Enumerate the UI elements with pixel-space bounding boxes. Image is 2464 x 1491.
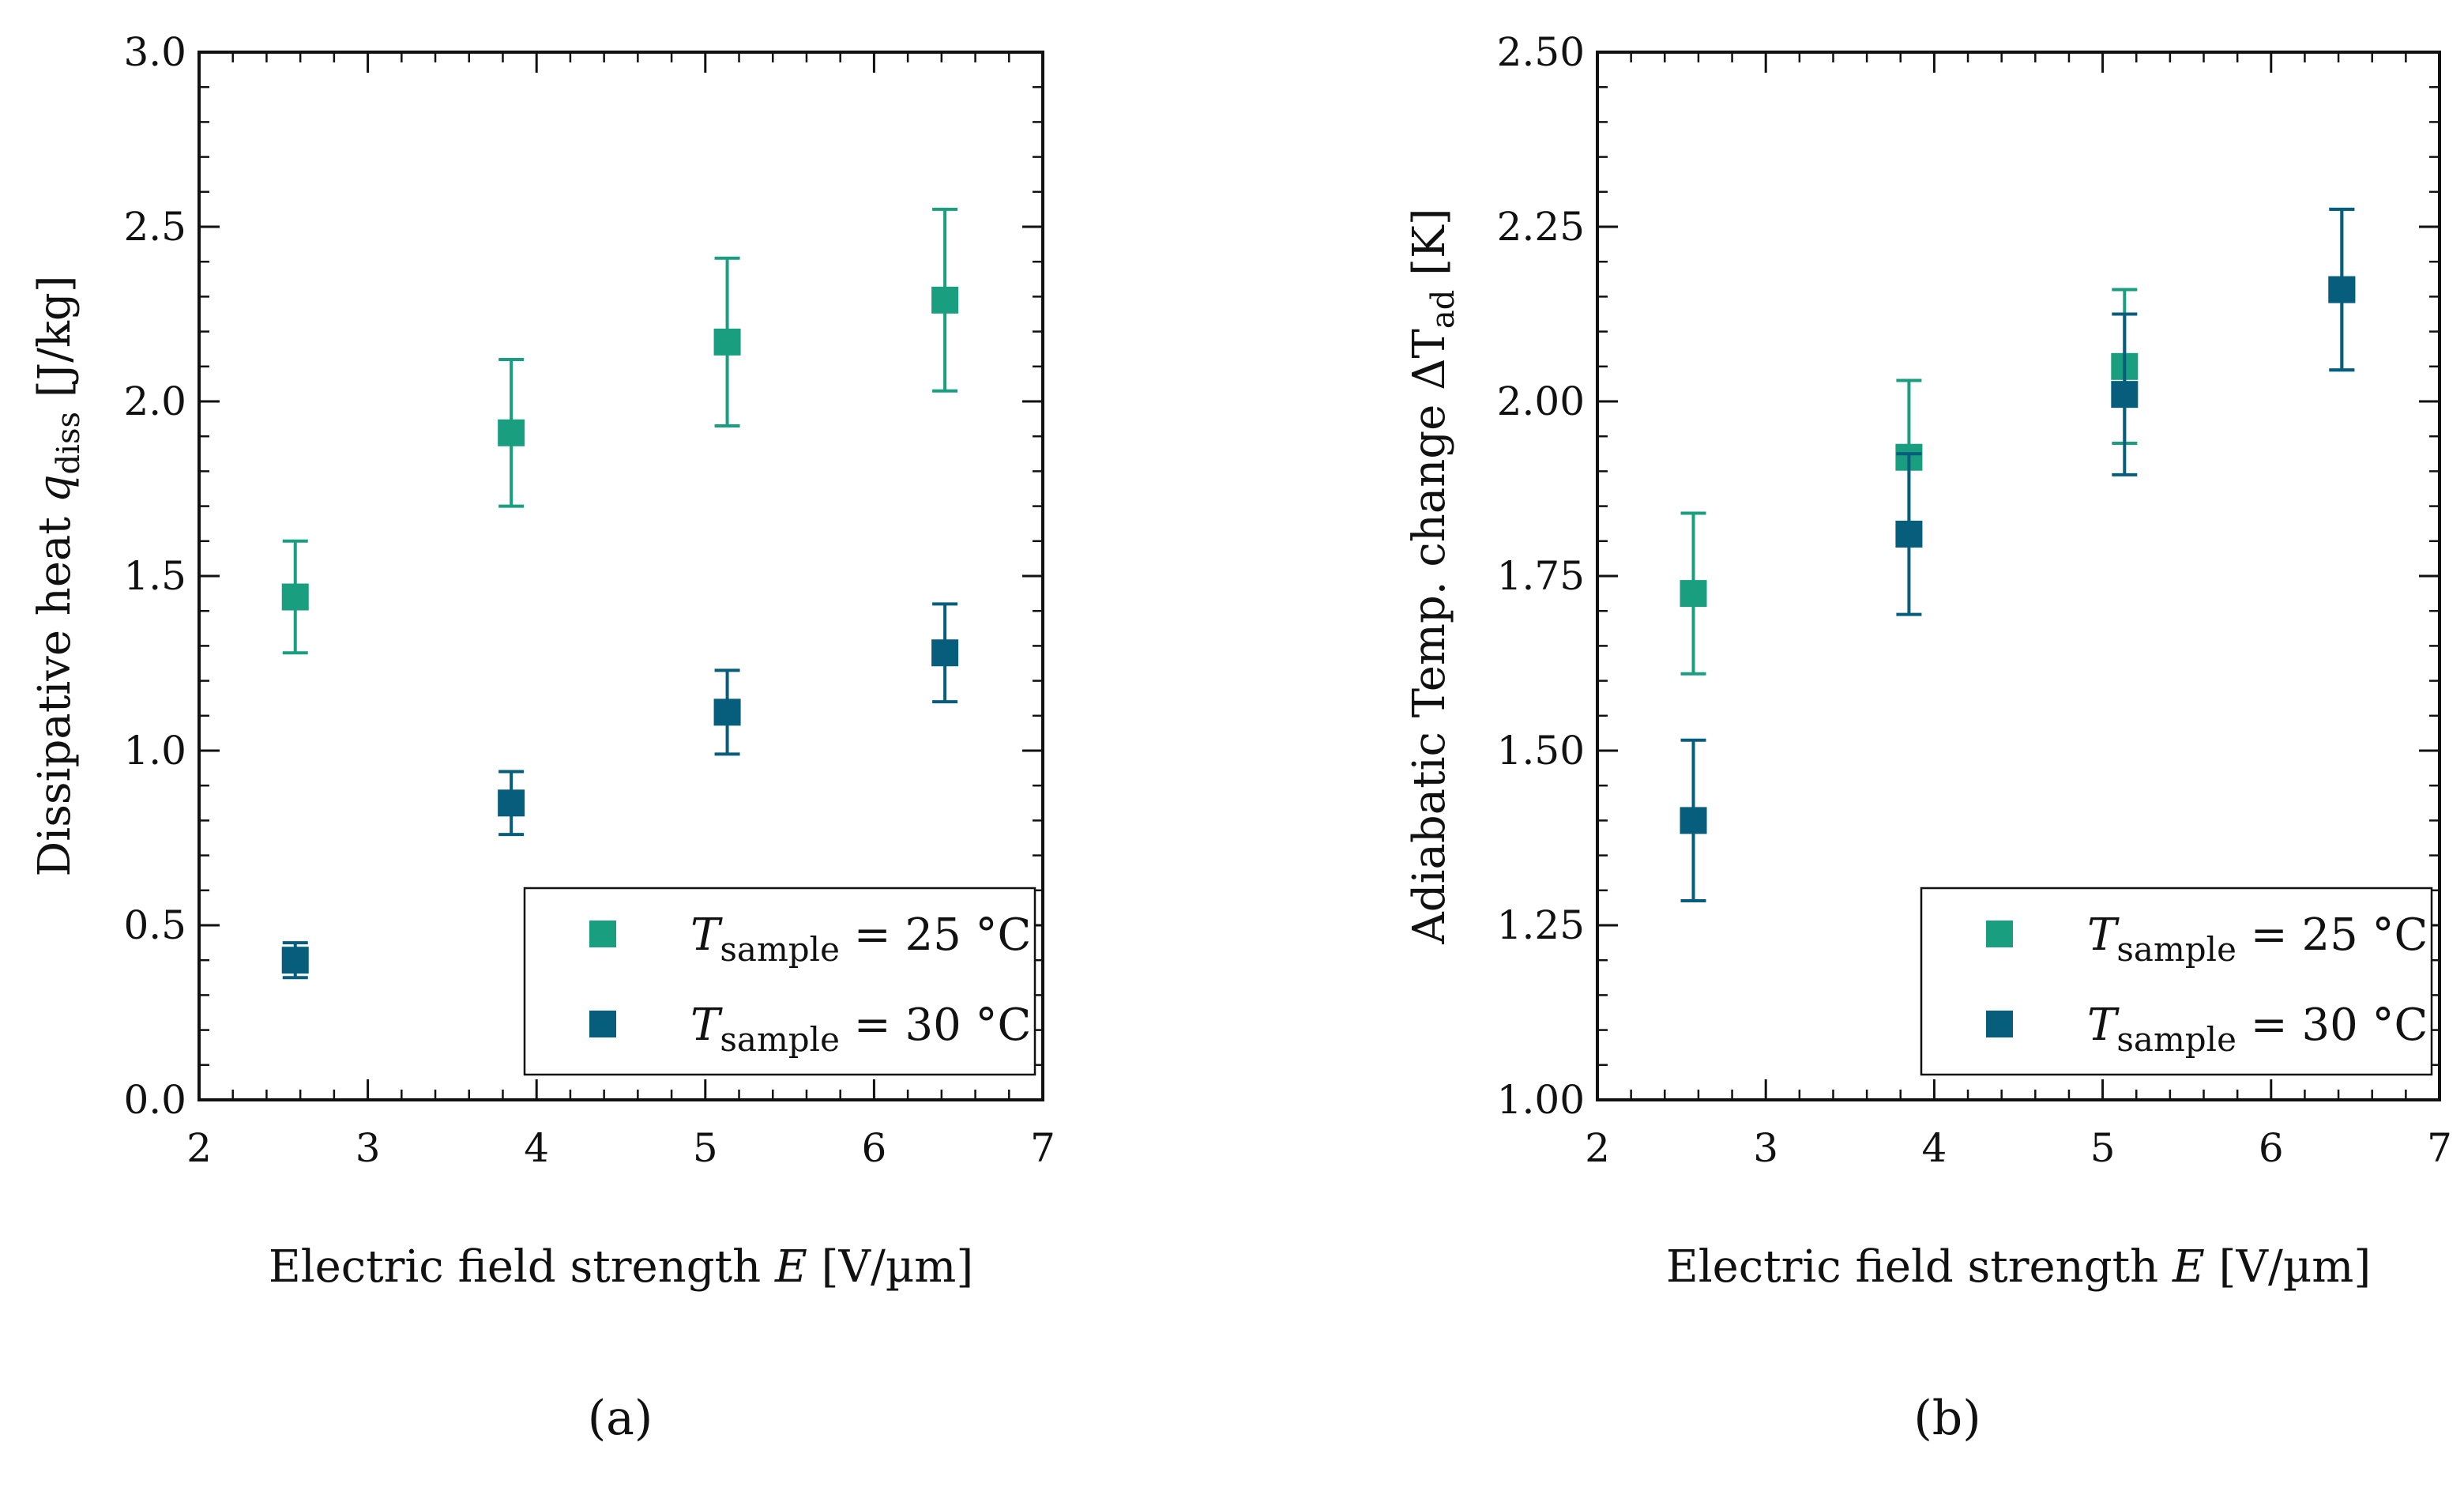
chart-panel-b: 2 3 4 5 6 7 1.00 1.25 1.50 1.75 2.00 2.25 2.50 Electr… xyxy=(1404,29,2452,1293)
legend-subscript: sample xyxy=(720,930,840,969)
legend-value: = 30 °C xyxy=(840,1000,1031,1051)
y-tick-label: 2.50 xyxy=(1497,29,1585,75)
legend-value: = 25 °C xyxy=(840,909,1031,961)
data-point xyxy=(713,328,741,356)
legend-label: Tsample = 25 °C xyxy=(2087,909,2428,969)
y-tick-label: 1.00 xyxy=(1497,1077,1585,1123)
y-axis-label-unit: [K] xyxy=(1404,208,1455,289)
y-tick-label: 2.25 xyxy=(1497,204,1585,250)
data-point xyxy=(281,947,309,974)
y-tick-label: 0.5 xyxy=(123,902,186,948)
data-point xyxy=(1680,807,1707,834)
y-tick-label: 0.0 xyxy=(123,1077,186,1123)
legend-var: T xyxy=(2087,1000,2120,1051)
legend-var: T xyxy=(690,1000,723,1051)
x-axis-label-var: E xyxy=(2172,1241,2205,1293)
y-axis-label-unit: [J/kg] xyxy=(29,275,81,412)
x-tick-label: 3 xyxy=(355,1125,381,1171)
y-tick-label: 3.0 xyxy=(123,29,186,75)
legend-subscript: sample xyxy=(2116,930,2236,969)
y-tick-label: 2.5 xyxy=(123,204,186,250)
data-point xyxy=(498,789,525,817)
y-tick-label: 1.5 xyxy=(123,553,186,599)
legend-var: T xyxy=(690,909,723,961)
x-tick-label: 6 xyxy=(2259,1125,2284,1171)
data-point xyxy=(2111,381,2139,409)
x-tick-label: 4 xyxy=(524,1125,549,1171)
series-30C xyxy=(281,602,959,980)
y-tick-label: 2.00 xyxy=(1497,378,1585,424)
y-tick-label: 2.0 xyxy=(123,378,186,424)
y-axis-label: Adiabatic Temp. change ΔTad [K] xyxy=(1404,208,1461,944)
y-axis-label-text: Dissipative heat xyxy=(29,503,81,876)
legend-label: Tsample = 30 °C xyxy=(2087,1000,2428,1059)
x-axis-label-unit: [V/µm] xyxy=(2205,1241,2371,1293)
legend-label: Tsample = 25 °C xyxy=(690,909,1031,969)
x-axis-label-var: E xyxy=(774,1241,807,1293)
x-tick-label: 7 xyxy=(2427,1125,2452,1171)
legend-label: Tsample = 30 °C xyxy=(690,1000,1031,1059)
data-point xyxy=(931,639,959,667)
data-point xyxy=(931,286,959,314)
legend-value: = 25 °C xyxy=(2236,909,2428,961)
series-30C xyxy=(1680,207,2356,903)
y-tick-label: 1.50 xyxy=(1497,728,1585,774)
legend-var: T xyxy=(2087,909,2120,961)
x-tick-label: 5 xyxy=(2090,1125,2116,1171)
y-tick-label: 1.0 xyxy=(123,728,186,774)
y-tick-label: 1.25 xyxy=(1497,902,1585,948)
data-point xyxy=(713,698,741,726)
legend-subscript: sample xyxy=(2116,1020,2236,1059)
y-axis-label-text: Adiabatic Temp. change ΔT xyxy=(1404,329,1455,945)
x-tick-label: 3 xyxy=(1753,1125,1778,1171)
legend-value: = 30 °C xyxy=(2236,1000,2428,1051)
panel-label-b: (b) xyxy=(1913,1391,1981,1446)
x-axis-label-unit: [V/µm] xyxy=(807,1241,973,1293)
x-tick-label: 4 xyxy=(1921,1125,1947,1171)
y-tick-label: 1.75 xyxy=(1497,553,1585,599)
series-25C xyxy=(281,207,959,655)
x-axis-label: Electric field strength E [V/µm] xyxy=(269,1241,973,1293)
x-tick-label: 6 xyxy=(861,1125,886,1171)
legend-subscript: sample xyxy=(720,1020,840,1059)
x-tick-label: 2 xyxy=(186,1125,212,1171)
x-tick-label: 5 xyxy=(693,1125,718,1171)
data-point xyxy=(1680,580,1707,608)
legend-marker xyxy=(1986,1011,2013,1037)
y-axis-label-var: q xyxy=(29,474,81,503)
data-point xyxy=(281,583,309,611)
y-axis-label-subscript: ad xyxy=(1425,290,1461,329)
legend-marker xyxy=(589,921,616,947)
panel-label-a: (a) xyxy=(588,1391,653,1446)
x-axis-label-text: Electric field strength xyxy=(269,1241,775,1293)
data-point xyxy=(1895,520,1923,548)
series-25C xyxy=(1680,207,2356,676)
x-tick-label: 2 xyxy=(1585,1125,1610,1171)
data-point xyxy=(2328,276,2356,303)
legend-marker xyxy=(589,1011,616,1037)
chart-panel-a: 2 3 4 5 6 7 0.0 0.5 1.0 1.5 2.0 2.5 3.0 Electric fiel… xyxy=(29,29,1055,1293)
y-axis-label-subscript: diss xyxy=(51,412,87,474)
x-axis-label: Electric field strength E [V/µm] xyxy=(1666,1241,2371,1293)
legend-marker xyxy=(1986,921,2013,947)
legend-box xyxy=(1920,887,2433,1076)
y-axis-label: Dissipative heat qdiss [J/kg] xyxy=(29,275,87,876)
data-point xyxy=(498,419,525,446)
x-tick-label: 7 xyxy=(1030,1125,1055,1171)
legend-box xyxy=(523,887,1036,1076)
x-axis-label-text: Electric field strength xyxy=(1666,1241,2172,1293)
